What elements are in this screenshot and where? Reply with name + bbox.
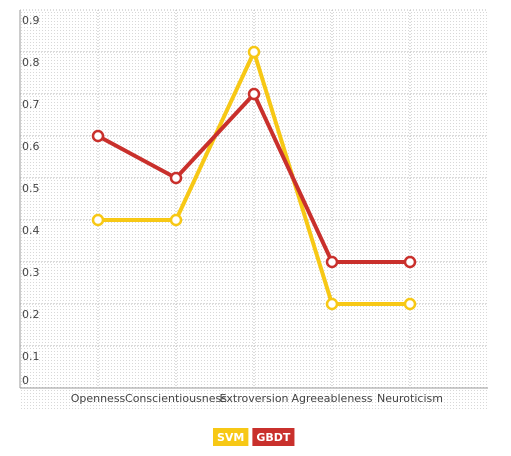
point (325, 255, 339, 269)
y-tick-label: 0.9 (22, 14, 40, 27)
point (91, 129, 105, 143)
point (247, 87, 261, 101)
x-tick-label: Extroversion (219, 392, 288, 405)
y-tick-label: 0.2 (22, 308, 40, 321)
y-tick-label: 0.1 (22, 350, 40, 363)
y-tick-label: 0.3 (22, 266, 40, 279)
legend-swatch (213, 428, 249, 446)
point (169, 213, 183, 227)
x-tick-label: Openness (71, 392, 126, 405)
legend-swatch (252, 428, 295, 446)
y-tick-label: 0.5 (22, 182, 40, 195)
point (169, 171, 183, 185)
point (325, 297, 339, 311)
point (403, 255, 417, 269)
y-tick-label: 0.4 (22, 224, 40, 237)
point (403, 297, 417, 311)
x-tick-label: Agreeableness (291, 392, 372, 405)
legend-item: SVM (213, 428, 249, 446)
x-tick-label: Conscientiousness (125, 392, 227, 405)
point (247, 45, 261, 59)
y-tick-label: 0 (22, 374, 29, 387)
legend-label: SVM (217, 431, 244, 444)
y-tick-label: 0.6 (22, 140, 40, 153)
point (91, 213, 105, 227)
y-tick-label: 0.7 (22, 98, 40, 111)
legend-label: GBDT (256, 431, 291, 444)
y-tick-label: 0.8 (22, 56, 40, 69)
x-tick-label: Neuroticism (377, 392, 443, 405)
legend-item: GBDT (252, 428, 295, 446)
